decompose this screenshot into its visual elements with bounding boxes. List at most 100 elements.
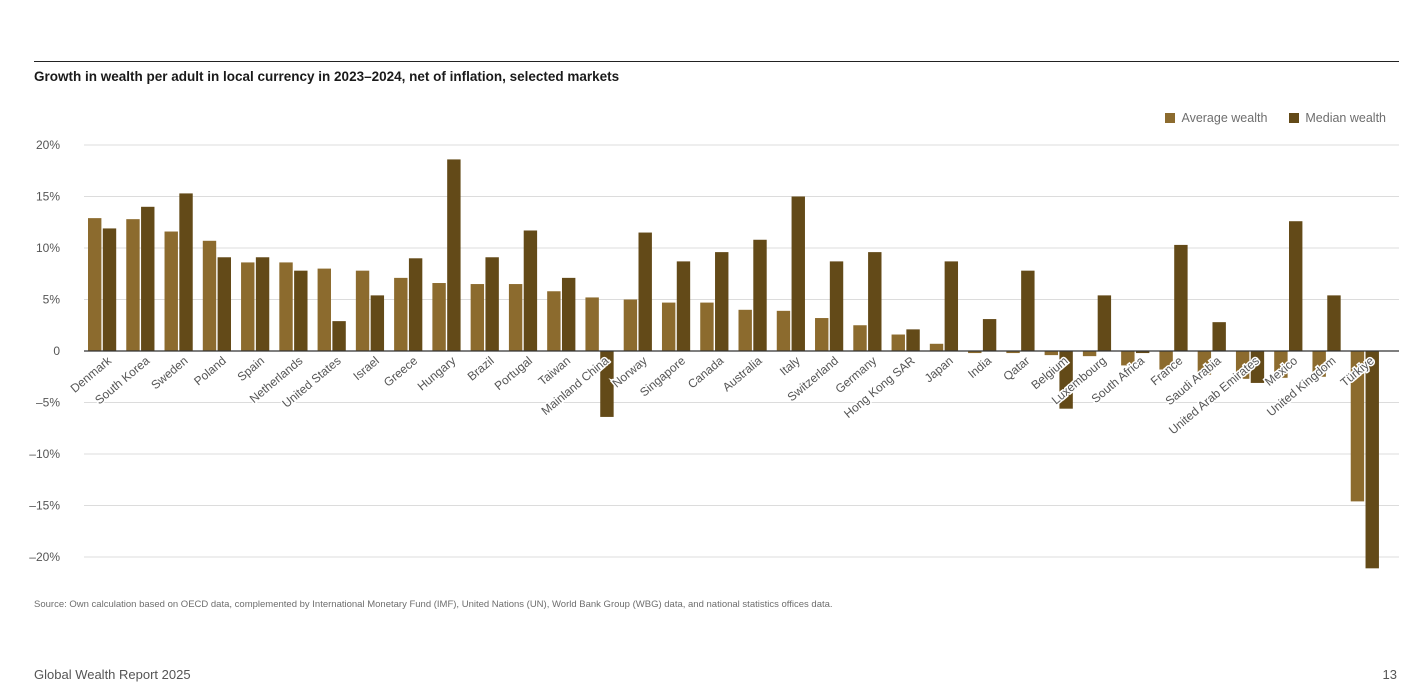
median-bar [829,261,844,351]
x-category-label: Sweden [148,354,190,393]
legend-label-median: Median wealth [1305,111,1386,125]
median-bar [1327,295,1341,351]
median-bar [1059,351,1073,409]
median-bar [1097,295,1112,351]
median-bar [1174,244,1188,351]
average-bar [853,325,867,351]
chart-title: Growth in wealth per adult in local curr… [34,69,620,84]
y-tick-label: 10% [36,241,60,255]
average-bar [1159,351,1173,370]
average-bar [1350,351,1365,502]
legend: Average wealth Median wealth [1165,111,1386,125]
legend-label-average: Average wealth [1181,111,1268,125]
x-category-label: Italy [777,354,803,379]
average-bar [470,284,485,351]
average-bar [661,302,676,351]
x-category-label: Portugal [492,354,535,393]
legend-swatch-median [1289,113,1300,123]
median-bar [944,261,959,351]
legend-swatch-average [1165,113,1176,123]
average-bar [164,231,178,351]
average-bar [1274,351,1288,378]
median-bar [982,319,997,351]
page-number: 13 [1382,667,1397,682]
median-bar [102,228,117,351]
average-bar [1235,351,1250,379]
top-rule [34,61,1399,62]
y-tick-label: –15% [29,499,60,513]
average-bar [508,284,523,351]
median-bar [906,329,920,351]
average-bar [1312,351,1326,377]
median-bar [447,159,461,351]
average-bar [202,240,217,351]
average-bar [1044,351,1059,356]
legend-item-median: Median wealth [1289,111,1386,125]
average-bar [815,318,829,351]
average-bar [623,299,638,351]
x-category-label: Greece [381,353,420,389]
median-bar [1021,270,1035,351]
median-bar [408,258,423,351]
median-bar [332,321,346,351]
average-bar [394,277,408,351]
median-bar [1365,351,1379,569]
median-bar [753,239,767,351]
average-bar [241,262,255,351]
average-bar [88,218,102,351]
average-bar [1121,351,1135,366]
x-category-label: Israel [350,354,381,384]
bar-chart: 20%15%10%5%0–5%–10%–15%–20%DenmarkSouth … [29,138,1399,569]
average-bar [547,291,561,351]
median-bar [1212,322,1226,351]
average-bar [1197,351,1212,375]
median-bar [561,277,576,351]
average-bar [432,283,446,351]
median-bar [791,196,805,351]
median-bar [370,295,385,351]
median-bar [1289,221,1303,351]
median-bar [600,351,614,417]
average-bar [700,302,714,351]
average-bar [891,334,905,351]
y-tick-label: –10% [29,447,60,461]
median-bar [638,232,652,351]
median-bar [294,270,308,351]
average-bar [968,351,982,354]
average-bar [929,343,944,351]
median-bar [676,261,691,351]
x-category-label: Hungary [415,354,459,394]
average-bar [738,309,752,351]
y-tick-label: 20% [36,138,60,152]
average-bar [126,219,140,351]
median-bar [217,257,231,351]
median-bar [255,257,270,351]
x-category-label: Hong Kong SAR [841,353,918,421]
median-bar [485,257,499,351]
average-bar [355,270,370,351]
median-bar [523,230,538,351]
x-category-label: Qatar [1000,354,1032,384]
y-tick-label: 15% [36,190,60,204]
average-bar [776,310,791,351]
average-bar [317,268,331,351]
source-note: Source: Own calculation based on OECD da… [34,599,833,610]
x-category-label: Spain [235,354,268,384]
average-bar [1006,351,1020,354]
x-category-label: India [965,353,994,381]
average-bar [585,297,599,351]
y-tick-label: 0 [53,344,60,358]
median-bar [715,252,729,351]
median-bar [141,206,155,351]
x-category-label: Poland [191,354,229,389]
footer-report-title: Global Wealth Report 2025 [34,667,191,682]
median-bar [868,252,882,351]
x-category-label: Brazil [465,354,497,384]
median-bar [1135,351,1150,354]
x-category-label: Japan [922,354,956,386]
y-tick-label: –5% [36,396,60,410]
median-bar [1250,351,1265,383]
y-tick-label: –20% [29,550,60,564]
x-category-label: Australia [720,353,765,394]
average-bar [279,262,293,351]
